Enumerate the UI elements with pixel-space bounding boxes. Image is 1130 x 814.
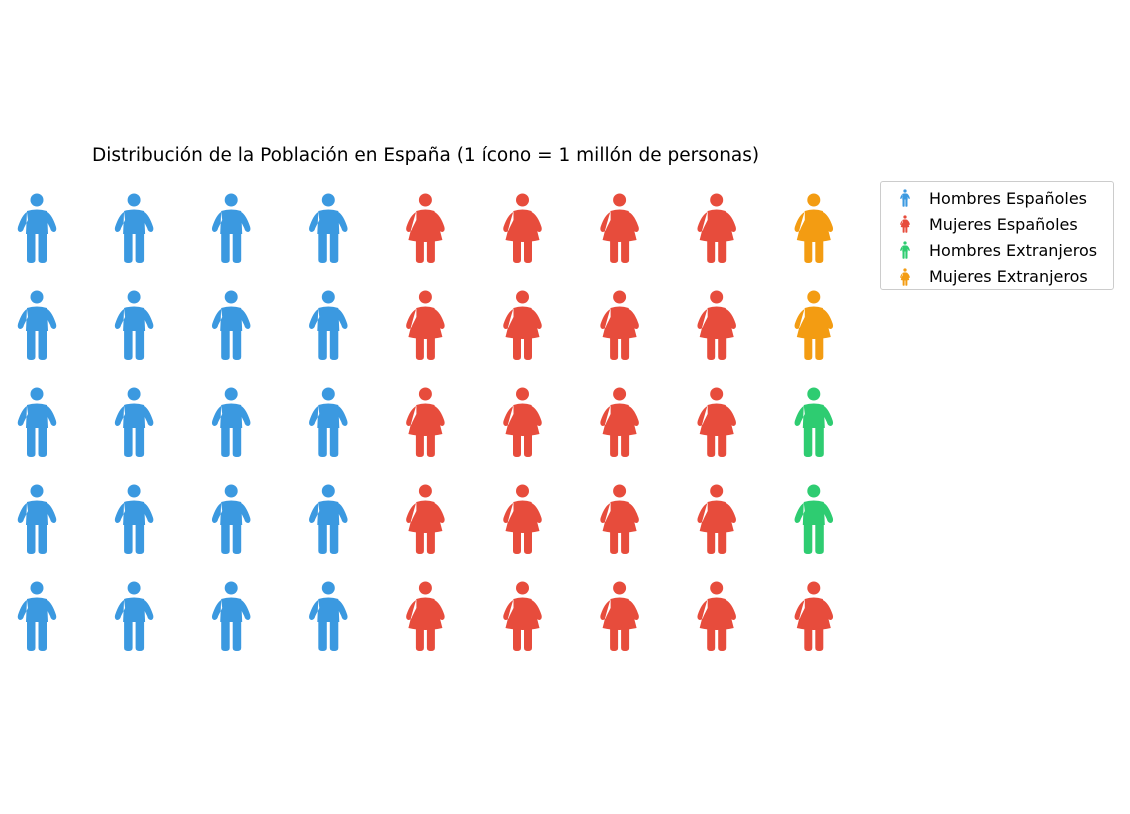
woman-icon: [697, 387, 736, 457]
man-icon: [17, 193, 57, 263]
woman-icon: [600, 290, 639, 360]
woman-icon: [503, 484, 542, 554]
legend-item: Hombres Extranjeros: [881, 237, 1113, 263]
woman-icon: [406, 290, 445, 360]
man-icon: [309, 290, 348, 360]
man-icon: [17, 290, 57, 360]
woman-icon: [881, 215, 929, 234]
legend-label: Hombres Españoles: [929, 188, 1088, 208]
woman-icon: [881, 268, 929, 286]
woman-icon: [794, 193, 834, 263]
woman-icon: [600, 581, 639, 651]
woman-icon: [406, 581, 445, 651]
woman-icon: [503, 581, 542, 651]
woman-icon: [503, 290, 542, 360]
woman-icon: [406, 484, 445, 554]
man-icon: [309, 484, 348, 554]
man-icon: [309, 581, 348, 651]
woman-icon: [600, 387, 639, 457]
woman-icon: [600, 484, 639, 554]
legend-item: Mujeres Extranjeros: [881, 264, 1113, 290]
man-icon: [114, 290, 154, 360]
man-icon: [881, 241, 929, 260]
man-icon: [211, 581, 251, 651]
man-icon: [17, 484, 57, 554]
man-icon: [309, 387, 348, 457]
legend-label: Mujeres Españoles: [929, 214, 1078, 234]
woman-icon: [697, 290, 736, 360]
legend-item: Hombres Españoles: [881, 185, 1113, 211]
woman-icon: [600, 193, 639, 263]
legend-label: Hombres Extranjeros: [929, 240, 1098, 260]
woman-icon: [794, 581, 834, 651]
man-icon: [794, 484, 834, 554]
man-icon: [309, 193, 348, 263]
legend-item: Mujeres Españoles: [881, 211, 1113, 237]
man-icon: [114, 193, 154, 263]
woman-icon: [503, 193, 542, 263]
woman-icon: [697, 581, 736, 651]
woman-icon: [794, 290, 834, 360]
man-icon: [17, 581, 57, 651]
chart-title: Distribución de la Población en España (…: [92, 145, 760, 166]
pictogram-grid: [17, 193, 834, 651]
man-icon: [211, 387, 251, 457]
man-icon: [881, 189, 929, 207]
man-icon: [114, 484, 154, 554]
man-icon: [17, 387, 57, 457]
man-icon: [211, 193, 251, 263]
legend: Hombres Españoles Mujeres Españoles Hombre…: [880, 181, 1114, 290]
woman-icon: [406, 193, 445, 263]
man-icon: [114, 581, 154, 651]
woman-icon: [406, 387, 445, 457]
legend-label: Mujeres Extranjeros: [929, 267, 1088, 287]
woman-icon: [503, 387, 542, 457]
woman-icon: [697, 484, 736, 554]
man-icon: [794, 387, 834, 457]
woman-icon: [697, 193, 736, 263]
man-icon: [114, 387, 154, 457]
man-icon: [211, 484, 251, 554]
man-icon: [211, 290, 251, 360]
